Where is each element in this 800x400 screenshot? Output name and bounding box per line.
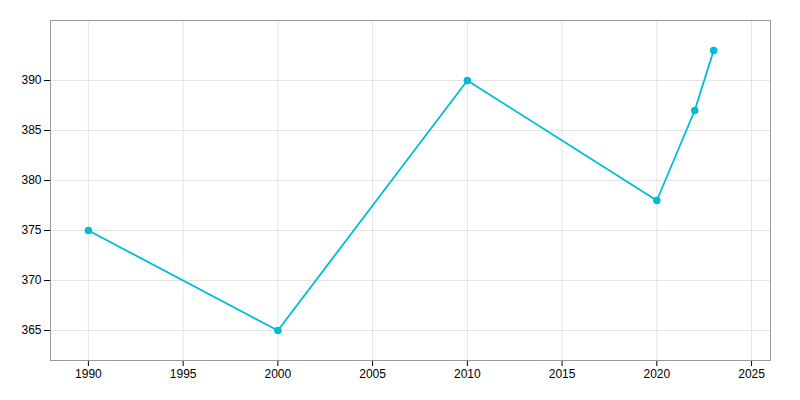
svg-text:2015: 2015 [549,367,576,381]
svg-text:2010: 2010 [454,367,481,381]
svg-text:2020: 2020 [643,367,670,381]
svg-text:375: 375 [21,223,41,237]
svg-text:390: 390 [21,73,41,87]
svg-text:370: 370 [21,273,41,287]
svg-text:385: 385 [21,123,41,137]
svg-text:365: 365 [21,323,41,337]
svg-text:2005: 2005 [359,367,386,381]
svg-text:2025: 2025 [738,367,765,381]
svg-text:1995: 1995 [170,367,197,381]
svg-text:380: 380 [21,173,41,187]
svg-text:1990: 1990 [75,367,102,381]
svg-text:2000: 2000 [265,367,292,381]
